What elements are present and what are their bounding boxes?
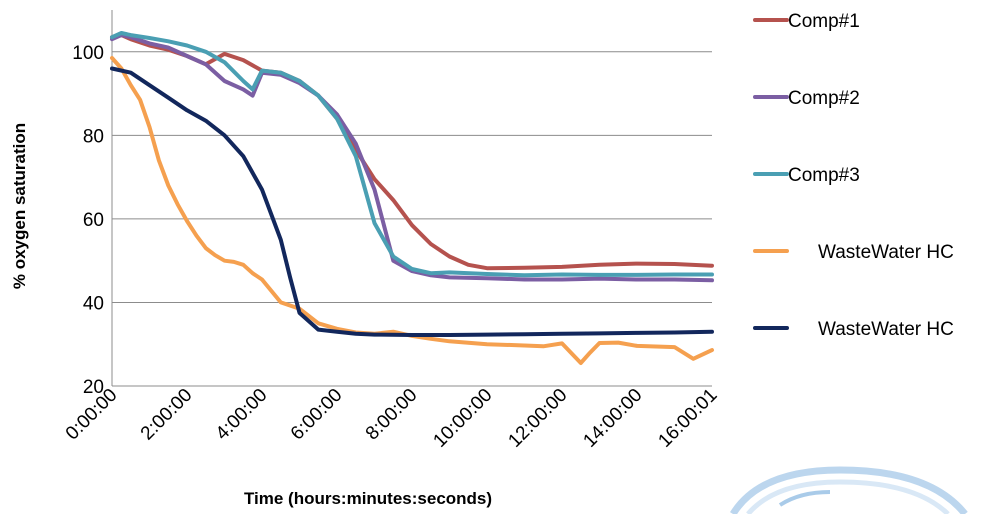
y-tick-label: 100 <box>72 43 104 64</box>
x-tick-label: 6:00:00 <box>287 385 347 445</box>
x-tick-label: 12:00:00 <box>504 385 571 452</box>
x-tick-label: 8:00:00 <box>362 385 422 445</box>
legend-label: WasteWater HC <box>818 319 954 340</box>
series-line-4 <box>110 56 714 365</box>
axes <box>111 10 712 387</box>
watermark-logo <box>730 466 968 514</box>
x-tick-label: 16:00:01 <box>654 385 721 452</box>
x-tick-label: 14:00:00 <box>579 385 646 452</box>
y-tick-label: 60 <box>83 210 104 231</box>
x-axis-title: Time (hours:minutes:seconds) <box>244 489 492 508</box>
y-axis-title: % oxygen saturation <box>10 123 29 289</box>
series-line-1 <box>110 33 714 271</box>
series-line-5 <box>110 66 714 337</box>
legend-label: WasteWater HC <box>818 242 954 263</box>
plot-area <box>110 31 714 365</box>
x-tick-label: 2:00:00 <box>137 385 197 445</box>
legend-label: Comp#2 <box>788 88 860 109</box>
x-tick-labels: 0:00:00 2:00:00 4:00:00 6:00:00 8:00:00 10:00… <box>62 385 722 452</box>
series-line-3 <box>110 31 714 278</box>
x-tick-label: 10:00:00 <box>429 385 496 452</box>
y-tick-label: 40 <box>83 293 104 314</box>
y-tick-label: 20 <box>83 377 104 398</box>
legend-label: Comp#1 <box>788 11 860 32</box>
gridlines <box>112 51 712 303</box>
y-tick-labels: 20 40 60 80 100 <box>72 43 104 398</box>
y-tick-label: 80 <box>83 126 104 147</box>
legend-label: Comp#3 <box>788 165 860 186</box>
x-tick-label: 4:00:00 <box>212 385 272 445</box>
legend: Comp#1 Comp#2 Comp#3 WasteWater HC WasteWate… <box>753 11 954 340</box>
